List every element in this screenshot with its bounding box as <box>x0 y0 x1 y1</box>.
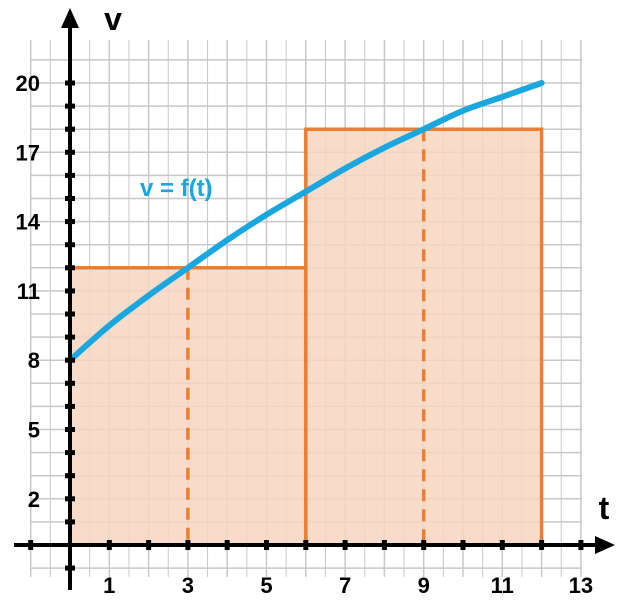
y-axis-arrow <box>61 8 79 28</box>
y-tick-label: 2 <box>28 487 40 512</box>
x-tick-label: 1 <box>103 573 115 598</box>
y-tick-label: 14 <box>16 210 41 235</box>
y-tick-label: 8 <box>28 348 40 373</box>
x-tick-label: 5 <box>260 573 272 598</box>
x-tick-label: 13 <box>569 573 593 598</box>
y-tick-label: 5 <box>28 418 40 443</box>
x-tick-label: 3 <box>182 573 194 598</box>
y-tick-label: 11 <box>17 279 40 304</box>
x-axis-arrow <box>595 536 615 554</box>
x-axis-label: t <box>599 490 610 526</box>
y-tick-label: 20 <box>16 71 40 96</box>
x-tick-label: 11 <box>491 573 514 598</box>
y-axis-label: v <box>104 1 122 37</box>
curve-label: v = f(t) <box>140 175 213 202</box>
curve-group <box>67 80 545 364</box>
x-tick-label: 7 <box>339 573 351 598</box>
sample-dashed-lines <box>186 129 426 545</box>
x-tick-label: 9 <box>418 573 430 598</box>
curve-line <box>67 80 545 364</box>
axes <box>14 8 615 590</box>
y-tick-label: 17 <box>16 140 40 165</box>
